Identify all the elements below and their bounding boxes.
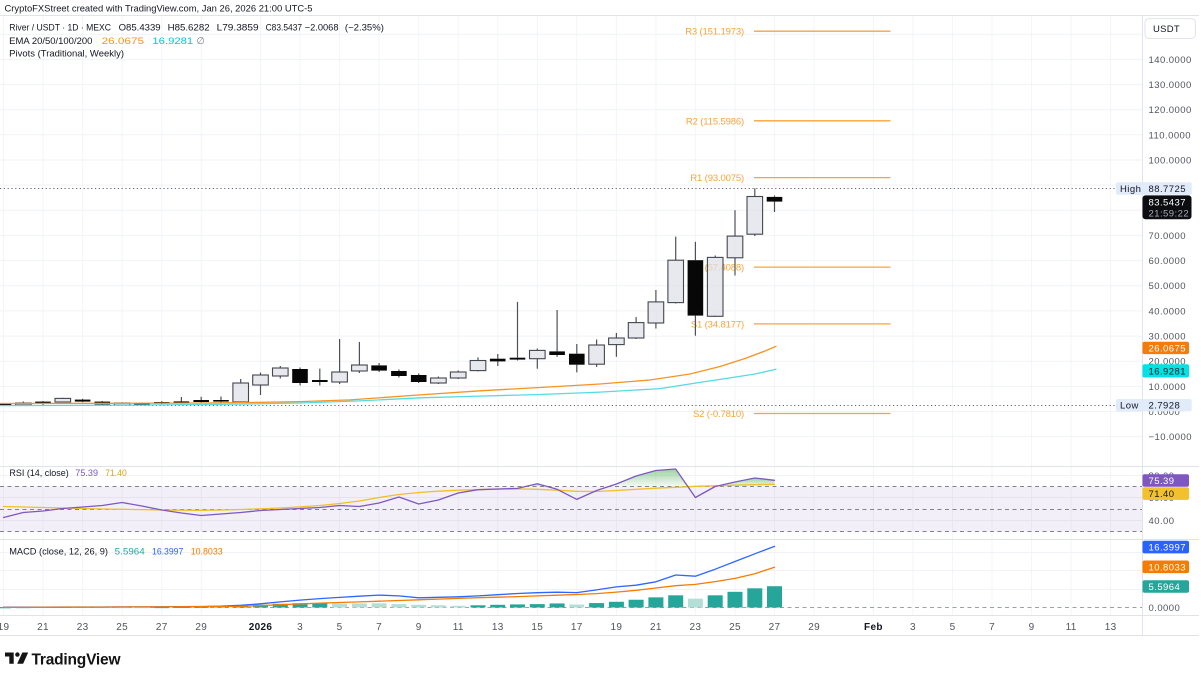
svg-text:26.0675: 26.0675 (1149, 343, 1187, 354)
svg-text:S1 (34.8177): S1 (34.8177) (691, 319, 744, 330)
svg-text:R2 (115.5986): R2 (115.5986) (686, 116, 744, 127)
svg-text:TradingView: TradingView (32, 652, 122, 669)
svg-text:75.39: 75.39 (1149, 476, 1175, 487)
svg-text:H85.6282: H85.6282 (168, 23, 210, 33)
svg-text:40.0000: 40.0000 (1149, 306, 1187, 317)
svg-text:27: 27 (156, 622, 168, 633)
svg-text:5.5964: 5.5964 (1149, 582, 1181, 593)
svg-text:(−2.35%): (−2.35%) (345, 23, 384, 33)
svg-text:25: 25 (116, 622, 128, 633)
svg-text:7: 7 (989, 622, 995, 633)
svg-text:−2.0068: −2.0068 (305, 23, 339, 33)
svg-text:Low: Low (1120, 401, 1139, 412)
svg-text:Pivots (Traditional, Weekly): Pivots (Traditional, Weekly) (9, 48, 124, 58)
svg-text:S2 (-0.7810): S2 (-0.7810) (693, 409, 744, 420)
svg-text:19: 19 (0, 622, 9, 633)
svg-text:100.0000: 100.0000 (1149, 156, 1192, 167)
svg-text:MACD (close, 12, 26, 9): MACD (close, 12, 26, 9) (9, 547, 108, 557)
svg-text:Feb: Feb (864, 622, 883, 633)
svg-text:40.00: 40.00 (1149, 516, 1175, 527)
svg-text:71.40: 71.40 (1149, 489, 1175, 500)
svg-text:16.3997: 16.3997 (152, 547, 183, 557)
svg-text:C83.5437: C83.5437 (266, 23, 303, 33)
svg-text:L79.3859: L79.3859 (217, 23, 259, 33)
svg-text:20.0000: 20.0000 (1149, 357, 1187, 368)
svg-text:88.7725: 88.7725 (1149, 184, 1187, 195)
svg-text:19: 19 (611, 622, 623, 633)
svg-text:11: 11 (1066, 622, 1077, 633)
svg-text:110.0000: 110.0000 (1149, 130, 1192, 141)
svg-text:13: 13 (1105, 622, 1117, 633)
svg-text:50.0000: 50.0000 (1149, 281, 1187, 292)
svg-text:9: 9 (1029, 622, 1035, 633)
svg-text:0.0000: 0.0000 (1149, 603, 1181, 614)
svg-text:R1 (93.0075): R1 (93.0075) (690, 173, 744, 184)
svg-text:2.7928: 2.7928 (1149, 401, 1181, 412)
svg-text:RSI (14, close): RSI (14, close) (9, 468, 68, 478)
svg-text:10.8033: 10.8033 (1149, 562, 1187, 573)
svg-text:21: 21 (37, 622, 49, 633)
svg-text:7: 7 (376, 622, 382, 633)
svg-text:75.39: 75.39 (75, 468, 98, 478)
svg-text:15: 15 (531, 622, 543, 633)
svg-text:O85.4339: O85.4339 (119, 23, 161, 33)
svg-text:11: 11 (453, 622, 464, 633)
svg-text:USDT: USDT (1153, 24, 1180, 35)
svg-text:16.3997: 16.3997 (1149, 543, 1187, 554)
svg-text:17: 17 (571, 622, 583, 633)
svg-text:9: 9 (416, 622, 422, 633)
svg-text:13: 13 (492, 622, 504, 633)
svg-text:−10.0000: −10.0000 (1149, 432, 1193, 443)
svg-text:5.5964: 5.5964 (115, 547, 145, 557)
svg-text:29: 29 (195, 622, 207, 633)
svg-text:23: 23 (77, 622, 89, 633)
svg-text:25: 25 (729, 622, 741, 633)
svg-text:29: 29 (808, 622, 820, 633)
svg-text:10.8033: 10.8033 (191, 547, 223, 557)
svg-text:70.0000: 70.0000 (1149, 231, 1187, 242)
svg-text:High: High (1120, 184, 1141, 195)
svg-text:∅: ∅ (197, 36, 205, 46)
svg-text:71.40: 71.40 (105, 468, 126, 478)
svg-text:27: 27 (769, 622, 781, 633)
svg-text:5: 5 (337, 622, 343, 633)
svg-text:60.0000: 60.0000 (1149, 256, 1187, 267)
svg-text:10.0000: 10.0000 (1149, 382, 1187, 393)
svg-text:0.0000: 0.0000 (1149, 407, 1181, 418)
svg-text:140.0000: 140.0000 (1149, 55, 1192, 66)
svg-text:23: 23 (690, 622, 702, 633)
svg-text:30.0000: 30.0000 (1149, 332, 1187, 343)
svg-text:120.0000: 120.0000 (1149, 105, 1192, 116)
svg-text:21:59:22: 21:59:22 (1149, 209, 1190, 220)
svg-text:2026: 2026 (249, 622, 273, 633)
svg-text:River / USDT · 1D · MEXC: River / USDT · 1D · MEXC (9, 23, 111, 33)
svg-text:R3 (151.1973): R3 (151.1973) (685, 27, 744, 38)
svg-text:5: 5 (950, 622, 956, 633)
svg-text:26.0675: 26.0675 (102, 36, 144, 46)
svg-text:83.5437: 83.5437 (1149, 197, 1187, 208)
svg-text:EMA 20/50/100/200: EMA 20/50/100/200 (9, 36, 92, 46)
svg-text:16.9281: 16.9281 (152, 36, 193, 46)
svg-text:3: 3 (297, 622, 303, 633)
svg-text:21: 21 (650, 622, 662, 633)
svg-text:16.9281: 16.9281 (1149, 366, 1187, 377)
svg-text:CryptoFXStreet created with Tr: CryptoFXStreet created with TradingView.… (5, 3, 313, 14)
svg-text:130.0000: 130.0000 (1149, 80, 1192, 91)
svg-text:3: 3 (910, 622, 916, 633)
